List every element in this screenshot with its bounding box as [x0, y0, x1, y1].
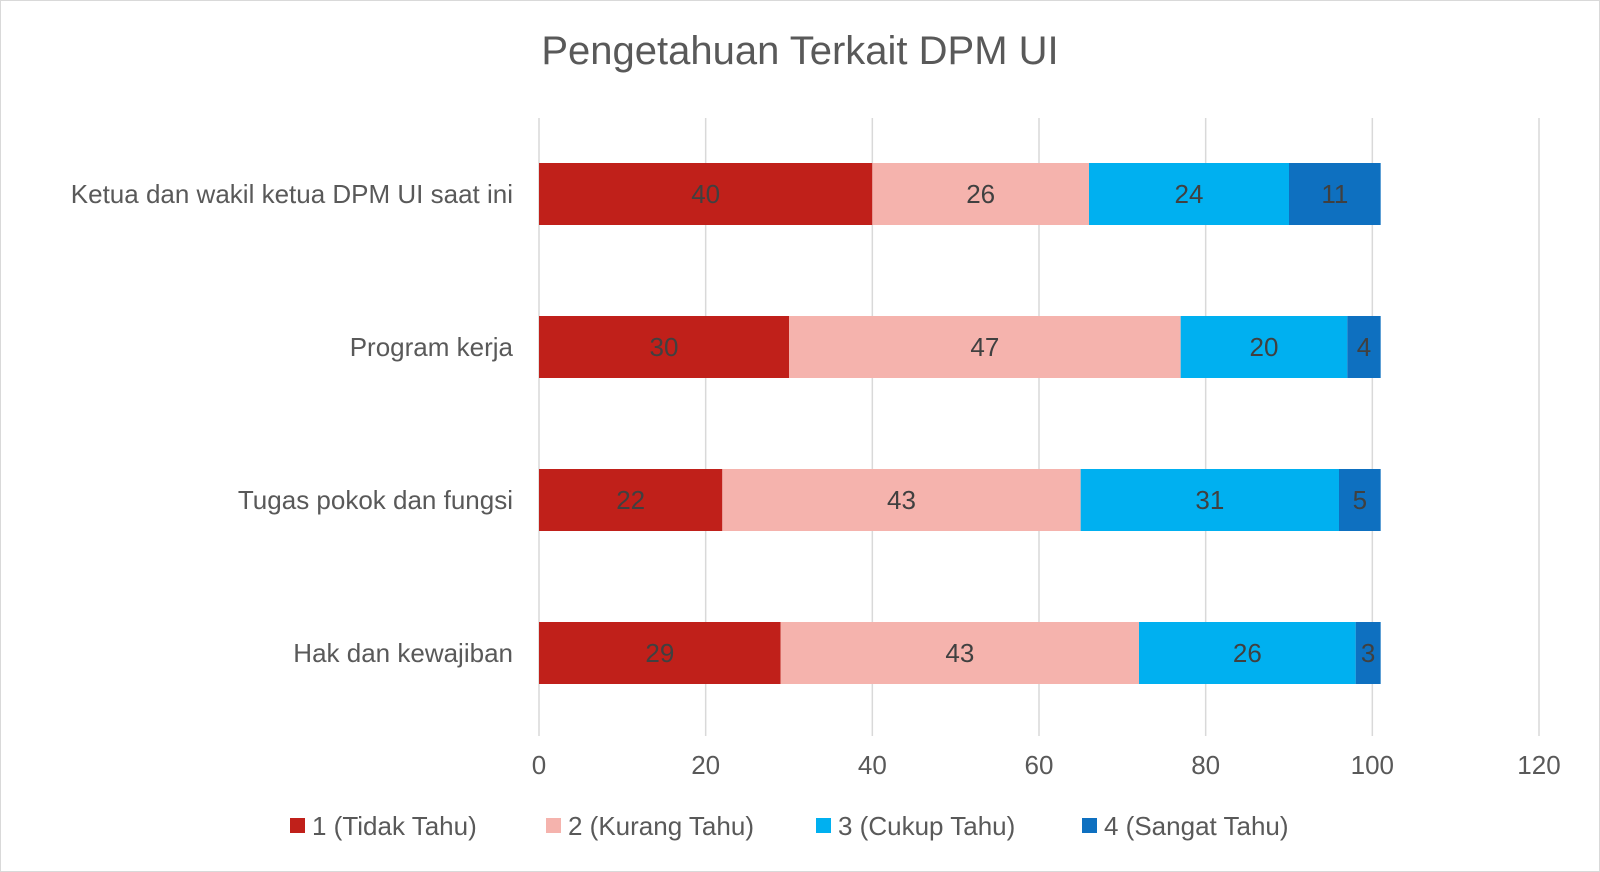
chart-title: Pengetahuan Terkait DPM UI [541, 29, 1058, 73]
category-label-2: Tugas pokok dan fungsi [238, 485, 513, 515]
bar-3-3 [1355, 622, 1381, 684]
bar-0-0 [539, 163, 873, 225]
data-labels: 40 26 24 11 30 47 20 4 22 43 31 5 29 43 26 3 [616, 179, 1375, 668]
category-label-3: Hak dan kewajiban [293, 638, 513, 668]
bar-2-3 [1339, 469, 1381, 531]
data-label-3-1: 43 [945, 638, 974, 668]
bar-0-2 [1089, 163, 1289, 225]
x-tick-label-120: 120 [1517, 750, 1560, 780]
bar-1-0 [539, 316, 789, 378]
category-label-0: Ketua dan wakil ketua DPM UI saat ini [71, 179, 513, 209]
legend-label-2: 3 (Cukup Tahu) [838, 811, 1015, 841]
x-tick-label-0: 0 [532, 750, 546, 780]
data-label-2-2: 31 [1195, 485, 1224, 515]
bar-3-0 [539, 622, 781, 684]
x-tick-label-60: 60 [1025, 750, 1054, 780]
data-label-3-2: 26 [1233, 638, 1262, 668]
data-label-1-3: 4 [1357, 332, 1371, 362]
bar-1-1 [789, 316, 1181, 378]
legend: 1 (Tidak Tahu) 2 (Kurang Tahu) 3 (Cukup Ta… [290, 811, 1289, 841]
data-label-2-3: 5 [1353, 485, 1367, 515]
data-label-0-3: 11 [1321, 179, 1348, 209]
x-tick-label-40: 40 [858, 750, 887, 780]
data-label-0-1: 26 [966, 179, 995, 209]
bar-2-1 [722, 469, 1081, 531]
bar-3-2 [1139, 622, 1356, 684]
category-label-1: Program kerja [350, 332, 514, 362]
x-tick-label-20: 20 [691, 750, 720, 780]
data-label-1-2: 20 [1250, 332, 1279, 362]
data-label-3-0: 29 [645, 638, 674, 668]
data-label-3-3: 3 [1361, 638, 1375, 668]
bar-1-2 [1180, 316, 1348, 378]
category-labels: Ketua dan wakil ketua DPM UI saat ini Pro… [71, 179, 514, 668]
x-tick-label-100: 100 [1351, 750, 1394, 780]
legend-swatch-2 [816, 818, 831, 833]
data-label-2-0: 22 [616, 485, 645, 515]
legend-label-0: 1 (Tidak Tahu) [312, 811, 477, 841]
x-axis-ticks: 0 20 40 60 80 100 120 [532, 750, 1561, 780]
data-label-1-0: 30 [650, 332, 679, 362]
bar-1-3 [1347, 316, 1381, 378]
legend-swatch-3 [1082, 818, 1097, 833]
bar-0-3 [1289, 163, 1381, 225]
bar-2-0 [539, 469, 723, 531]
data-label-0-2: 24 [1175, 179, 1204, 209]
bar-2-2 [1080, 469, 1339, 531]
bars [539, 163, 1381, 684]
bar-0-1 [872, 163, 1089, 225]
data-label-2-1: 43 [887, 485, 916, 515]
legend-swatch-0 [290, 818, 305, 833]
data-label-1-1: 47 [970, 332, 999, 362]
legend-label-1: 2 (Kurang Tahu) [568, 811, 754, 841]
legend-label-3: 4 (Sangat Tahu) [1104, 811, 1289, 841]
data-label-0-0: 40 [691, 179, 720, 209]
bar-3-1 [780, 622, 1139, 684]
x-tick-label-80: 80 [1191, 750, 1220, 780]
legend-swatch-1 [546, 818, 561, 833]
